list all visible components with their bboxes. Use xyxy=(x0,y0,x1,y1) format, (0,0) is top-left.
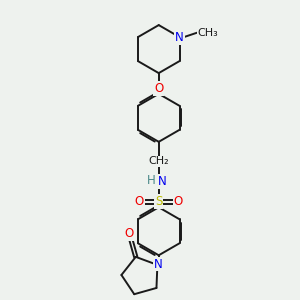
Text: O: O xyxy=(134,195,144,208)
Text: S: S xyxy=(155,195,162,208)
Text: N: N xyxy=(158,175,166,188)
Text: N: N xyxy=(154,257,163,271)
Text: O: O xyxy=(174,195,183,208)
Text: CH₂: CH₂ xyxy=(148,157,169,166)
Text: H: H xyxy=(147,173,155,187)
Text: N: N xyxy=(175,31,184,44)
Text: CH₃: CH₃ xyxy=(197,28,218,38)
Text: O: O xyxy=(124,227,134,240)
Text: O: O xyxy=(154,82,164,95)
